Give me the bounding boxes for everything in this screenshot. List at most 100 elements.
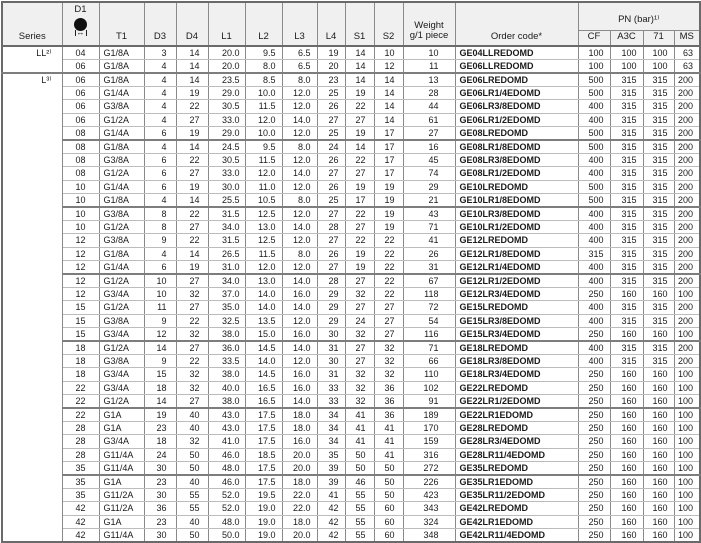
order-code-cell: GE12LR1/8EDOMD — [454, 246, 579, 261]
pn-cf-cell: 250 — [577, 474, 611, 490]
d3-cell: 10 — [143, 273, 177, 289]
d3-cell: 4 — [143, 99, 177, 114]
table-row: 12 G1/8A 4 14 26.5 11.5 8.0 26 19 22 26 GE12LR1/8ED… — [2, 246, 701, 261]
pn-ms-cell: 100 — [673, 488, 701, 503]
pn-a3c-cell: 315 — [609, 179, 644, 194]
l1-cell: 38.0 — [207, 393, 246, 409]
col-header-weight: Weight g/1 piece — [402, 1, 456, 46]
s2-cell: 22 — [373, 233, 404, 248]
pn-ms-cell: 100 — [673, 326, 701, 342]
pn-a3c-cell: 315 — [609, 86, 644, 101]
l2-cell: 11.5 — [244, 153, 283, 168]
pn-cf-cell: 400 — [577, 340, 611, 356]
pn-cf-cell: 500 — [577, 139, 611, 155]
weight-cell: 272 — [402, 460, 456, 476]
l4-cell: 31 — [316, 367, 346, 382]
l1-cell: 34.0 — [207, 273, 246, 289]
pn-a3c-cell: 315 — [609, 206, 644, 222]
pn-cf-cell: 400 — [577, 259, 611, 275]
d1-cell: 35 — [61, 488, 100, 503]
d3-cell: 9 — [143, 233, 177, 248]
pn-cf-cell: 400 — [577, 300, 611, 315]
d4-cell: 27 — [175, 393, 209, 409]
pn-a3c-cell: 315 — [609, 220, 644, 235]
pn-cf-cell: 250 — [577, 367, 611, 382]
pn-cf-cell: 400 — [577, 220, 611, 235]
l4-cell: 30 — [316, 354, 346, 369]
t1-cell: G1/2A — [98, 393, 145, 409]
d4-cell: 50 — [175, 527, 209, 543]
pn-ms-cell: 100 — [673, 447, 701, 462]
pn-a3c-cell: 160 — [609, 287, 644, 302]
order-code-cell: GE08LR3/8EDOMD — [454, 153, 579, 168]
l1-cell: 38.0 — [207, 326, 246, 342]
pn-ms-cell: 200 — [673, 354, 701, 369]
order-code-cell: GE10LREDOMD — [454, 179, 579, 194]
order-code-cell: GE06LR1/4EDOMD — [454, 86, 579, 101]
l2-cell: 16.5 — [244, 393, 283, 409]
l3-cell: 16.0 — [281, 326, 318, 342]
table-row: 35 G1A 23 40 46.0 17.5 18.0 39 46 50 226 GE35LR1EDO… — [2, 474, 701, 490]
pn-71-cell: 160 — [642, 367, 675, 382]
d4-cell: 27 — [175, 112, 209, 127]
l3-cell: 22.0 — [281, 488, 318, 503]
t1-cell: G1/8A — [98, 58, 145, 74]
l2-cell: 19.5 — [244, 488, 283, 503]
d3-cell: 6 — [143, 259, 177, 275]
l2-cell: 13.5 — [244, 313, 283, 328]
l4-cell: 42 — [316, 514, 346, 529]
s2-cell: 22 — [373, 246, 404, 261]
l4-cell: 33 — [316, 393, 346, 409]
pn-a3c-cell: 315 — [609, 112, 644, 127]
order-code-cell: GE06LR3/8EDOMD — [454, 99, 579, 114]
l1-cell: 33.5 — [207, 354, 246, 369]
col-header-l4: L4 — [316, 1, 346, 46]
pn-cf-cell: 100 — [577, 44, 611, 60]
d1-cell: 12 — [61, 246, 100, 261]
weight-cell: 316 — [402, 447, 456, 462]
s2-cell: 14 — [373, 112, 404, 127]
pn-ms-cell: 100 — [673, 514, 701, 529]
weight-cell: 118 — [402, 287, 456, 302]
d3-cell: 6 — [143, 125, 177, 141]
pn-a3c-cell: 315 — [609, 259, 644, 275]
s1-cell: 22 — [344, 153, 375, 168]
d3-cell: 12 — [143, 326, 177, 342]
s1-cell: 27 — [344, 220, 375, 235]
order-code-cell: GE18LR3/4EDOMD — [454, 367, 579, 382]
d3-cell: 6 — [143, 179, 177, 194]
pn-a3c-cell: 315 — [609, 354, 644, 369]
s1-cell: 32 — [344, 326, 375, 342]
col-header-s1: S1 — [344, 1, 375, 46]
d3-cell: 4 — [143, 72, 177, 88]
table-row: 22 G3/4A 18 32 40.0 16.5 16.0 33 32 36 102 GE22LRED… — [2, 380, 701, 395]
l2-cell: 12.0 — [244, 112, 283, 127]
d3-cell: 18 — [143, 380, 177, 395]
s2-cell: 17 — [373, 153, 404, 168]
pn-cf-cell: 400 — [577, 233, 611, 248]
pn-a3c-cell: 160 — [609, 447, 644, 462]
pn-ms-cell: 200 — [673, 206, 701, 222]
pn-71-cell: 315 — [642, 340, 675, 356]
s2-cell: 60 — [373, 527, 404, 543]
weight-cell: 31 — [402, 259, 456, 275]
pn-a3c-cell: 315 — [609, 300, 644, 315]
table-row: 42 G11/2A 36 55 52.0 19.0 22.0 42 55 60 343 GE42LRE… — [2, 501, 701, 516]
pn-a3c-cell: 315 — [609, 192, 644, 208]
weight-cell: 54 — [402, 313, 456, 328]
d1-diameter-arrow-icon: ↔ — [74, 28, 87, 37]
s1-cell: 17 — [344, 192, 375, 208]
order-code-cell: GE22LR1/2EDOMD — [454, 393, 579, 409]
pn-a3c-cell: 160 — [609, 514, 644, 529]
l3-cell: 18.0 — [281, 421, 318, 436]
l2-cell: 10.0 — [244, 125, 283, 141]
d4-cell: 22 — [175, 354, 209, 369]
pn-a3c-cell: 315 — [609, 99, 644, 114]
table-row: 12 G3/4A 10 32 37.0 14.0 16.0 29 32 22 118 GE12LR3/… — [2, 287, 701, 302]
pn-cf-cell: 250 — [577, 380, 611, 395]
s1-cell: 41 — [344, 421, 375, 436]
order-code-cell: GE35LREDOMD — [454, 460, 579, 476]
d4-cell: 32 — [175, 367, 209, 382]
col-header-s2: S2 — [373, 1, 404, 46]
order-code-cell: GE18LREDOMD — [454, 340, 579, 356]
